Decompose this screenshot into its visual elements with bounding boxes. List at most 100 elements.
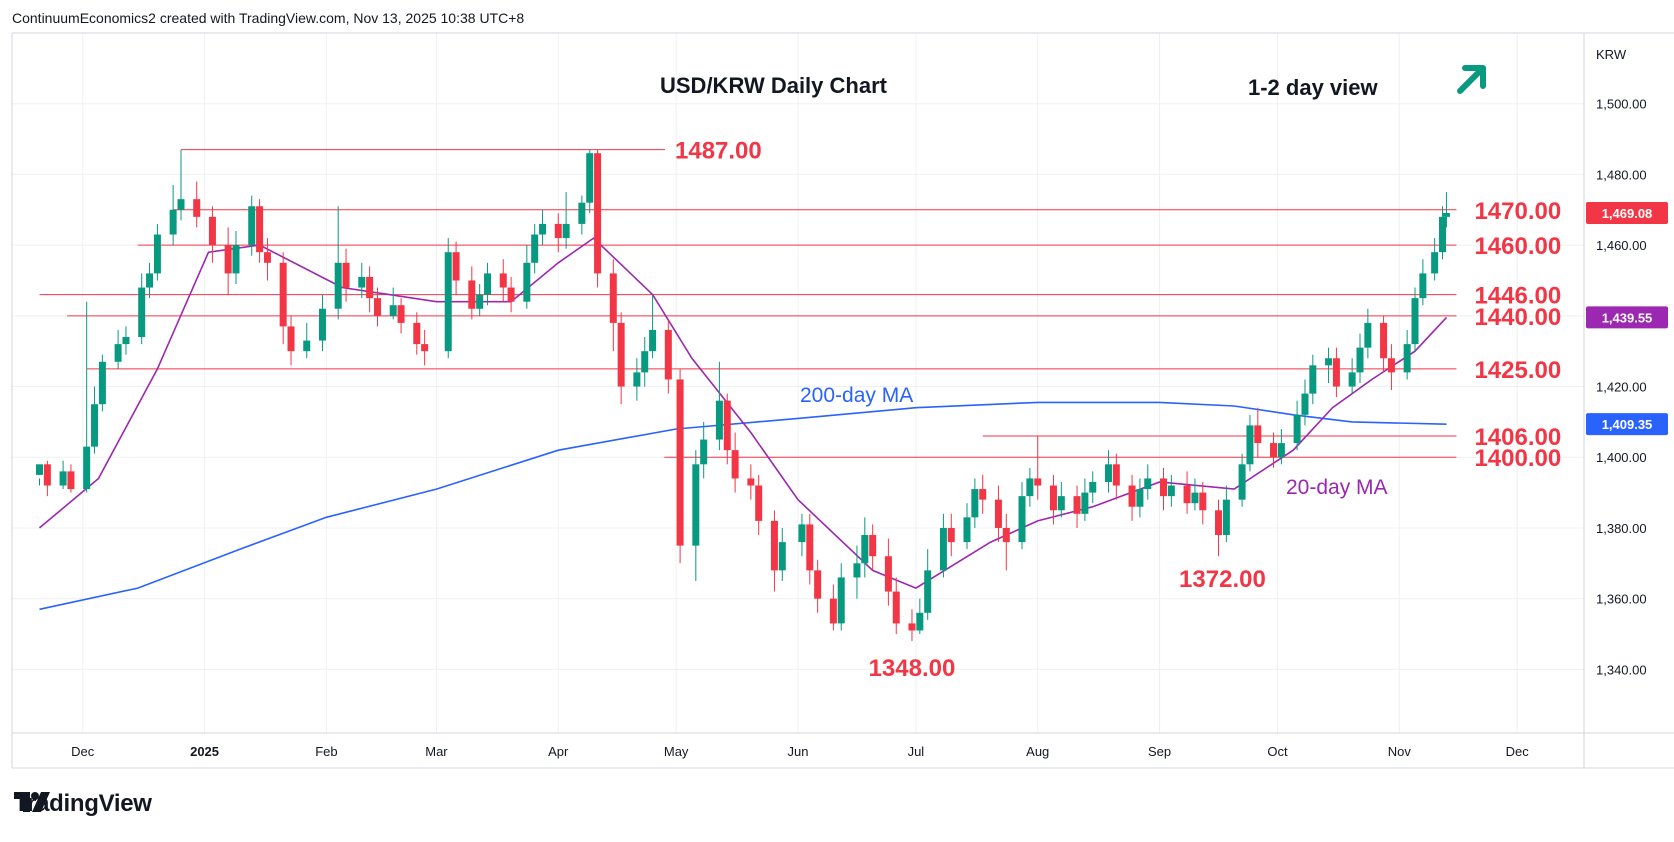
candle-body xyxy=(829,598,837,624)
candle-body xyxy=(1081,492,1089,514)
candle xyxy=(747,464,755,500)
candle xyxy=(798,513,806,557)
candle xyxy=(1442,192,1450,228)
candle-body xyxy=(692,464,700,546)
price-badge-label: 1,469.08 xyxy=(1602,206,1653,221)
candle-body xyxy=(224,245,232,274)
candle xyxy=(837,563,845,631)
candle-body xyxy=(83,446,91,490)
candle-body xyxy=(499,273,507,288)
candle-body xyxy=(1049,485,1057,511)
candle xyxy=(649,294,657,359)
candle-body xyxy=(1293,414,1301,444)
candle-body xyxy=(1183,485,1191,504)
candle-body xyxy=(1246,425,1254,465)
candle xyxy=(892,577,900,635)
candles xyxy=(36,149,1450,642)
candle-body xyxy=(1238,464,1246,500)
level-label-1460.00: 1460.00 xyxy=(1474,233,1561,260)
candle-body xyxy=(1128,485,1136,507)
candle xyxy=(814,559,822,613)
candle xyxy=(1167,474,1175,507)
candle-body xyxy=(924,570,932,613)
candle-body xyxy=(476,294,484,309)
candle xyxy=(366,266,374,313)
candle-body xyxy=(232,245,240,274)
candle xyxy=(122,326,130,355)
y-tick-label: 1,500.00 xyxy=(1596,97,1647,112)
candle-body xyxy=(43,464,51,486)
candle xyxy=(1057,481,1065,518)
candle-body xyxy=(798,524,806,543)
candle xyxy=(248,195,256,256)
candle-body xyxy=(208,216,216,246)
candle xyxy=(1183,471,1191,514)
candle-body xyxy=(1356,347,1364,373)
candle xyxy=(861,517,869,578)
candle-body xyxy=(531,234,539,263)
candle-body xyxy=(523,262,531,302)
candle-body xyxy=(1136,489,1144,507)
candle xyxy=(389,287,397,320)
candle xyxy=(452,241,460,295)
x-tick-label: Feb xyxy=(315,744,337,759)
candle-body xyxy=(413,322,421,345)
candle-body xyxy=(1419,273,1427,299)
y-tick-label: 1,420.00 xyxy=(1596,380,1647,395)
symbol-label: KRW xyxy=(1596,47,1627,62)
candle-body xyxy=(1034,478,1042,486)
candle-body xyxy=(1026,478,1034,497)
x-tick-label: Oct xyxy=(1267,744,1288,759)
candle xyxy=(778,527,786,581)
candle xyxy=(1073,485,1081,528)
candle xyxy=(979,474,987,514)
x-tick-label: Apr xyxy=(548,744,569,759)
level-label-1425.00: 1425.00 xyxy=(1474,357,1561,384)
candle xyxy=(1380,315,1388,373)
candle-body xyxy=(1309,365,1317,394)
candle-body xyxy=(586,153,594,203)
candle-body xyxy=(256,206,264,253)
chart-title: USD/KRW Daily Chart xyxy=(660,73,888,98)
candle xyxy=(1136,478,1144,518)
candle xyxy=(397,298,405,334)
candle xyxy=(1199,481,1207,525)
candle-body xyxy=(1332,358,1340,387)
chart-labels: USD/KRW Daily Chart 1-2 day view KRW 148… xyxy=(660,47,1627,682)
candle xyxy=(994,485,1002,543)
candle-body xyxy=(334,262,342,309)
candle xyxy=(578,195,586,235)
ma200-label: 200-day MA xyxy=(800,384,913,407)
candle xyxy=(1049,474,1057,525)
candle-body xyxy=(484,273,492,295)
candle xyxy=(641,337,649,387)
candle xyxy=(177,149,185,221)
x-tick-label: Jun xyxy=(788,744,809,759)
candle xyxy=(444,238,452,359)
candle xyxy=(1411,287,1419,352)
candle xyxy=(1128,474,1136,521)
candle xyxy=(586,149,594,214)
candle xyxy=(232,230,240,285)
candle xyxy=(1104,450,1112,493)
candle-body xyxy=(389,305,397,316)
candle-body xyxy=(67,471,75,490)
candle xyxy=(1293,400,1301,451)
price-badges: 1,469.08 1,439.55 1,409.35 xyxy=(1586,202,1668,436)
candle-body xyxy=(177,199,185,210)
low-label-1348.00: 1348.00 xyxy=(869,655,956,682)
candle xyxy=(971,478,979,528)
candle-body xyxy=(1018,496,1026,543)
candle-body xyxy=(1254,425,1262,444)
candle xyxy=(499,259,507,302)
candle-body xyxy=(1442,213,1450,217)
candle-body xyxy=(373,298,381,316)
candle-body xyxy=(578,202,586,224)
candle-body xyxy=(287,326,295,352)
candle xyxy=(263,238,271,281)
candle-body xyxy=(303,340,311,352)
candle xyxy=(358,262,366,299)
tradingview-brand[interactable]: TradingView xyxy=(14,790,152,818)
grid-layer xyxy=(12,33,1584,733)
